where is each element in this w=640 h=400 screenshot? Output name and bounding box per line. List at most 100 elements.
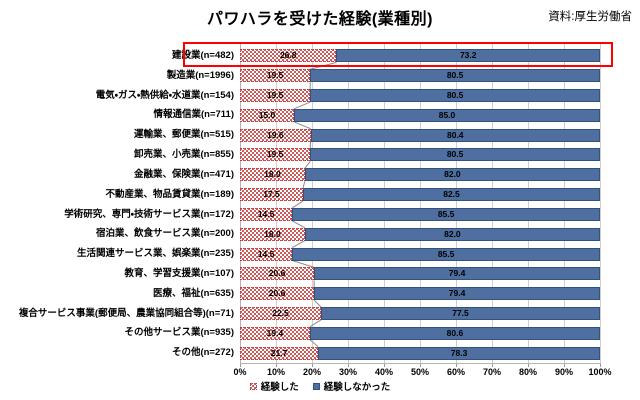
gridline	[456, 44, 457, 363]
bar-segment-not-experienced	[321, 306, 600, 320]
axis-tick	[348, 363, 349, 367]
value-label-experienced: 19.4	[266, 327, 284, 338]
value-label-experienced: 21.7	[270, 347, 288, 358]
bar-segment-experienced	[240, 287, 315, 301]
bar-segment-not-experienced	[310, 89, 600, 103]
bar-segment-experienced	[240, 207, 293, 221]
category-label: 学術研究、専門・技術サービス業(n=172)	[64, 208, 234, 220]
category-label: 卸売業、小売業(n=855)	[133, 149, 234, 161]
axis-tick	[564, 363, 565, 367]
bar-segment-experienced	[240, 326, 310, 340]
value-label-not-experienced: 80.5	[446, 90, 464, 101]
gridline	[348, 44, 349, 363]
gridline	[564, 44, 565, 363]
bar-segment-experienced	[240, 306, 321, 320]
axis-tick	[600, 363, 601, 367]
value-label-not-experienced: 80.6	[446, 327, 464, 338]
axis-tick	[456, 363, 457, 367]
bar-segment-not-experienced	[310, 128, 600, 142]
category-label: 金融業、保険業(n=471)	[133, 168, 234, 180]
axis-tick	[384, 363, 385, 367]
value-label-experienced: 20.6	[268, 288, 286, 299]
value-label-experienced: 20.6	[268, 268, 286, 279]
value-label-experienced: 18.0	[264, 169, 281, 180]
gridline	[528, 44, 529, 363]
category-label: 運輸業、郵便業(n=515)	[133, 129, 234, 141]
category-label: 複合サービス事業(郵便局、農業協同組合等)(n=71)	[18, 307, 234, 319]
value-label-not-experienced: 80.5	[446, 149, 464, 160]
bar-segment-not-experienced	[310, 69, 600, 83]
bar-segment-experienced	[240, 89, 311, 103]
gridline	[312, 44, 313, 363]
blue-swatch-icon	[312, 382, 320, 390]
value-label-experienced: 22.5	[272, 307, 289, 318]
value-label-experienced: 17.5	[263, 189, 280, 200]
legend-item-not-experienced: 経験しなかった	[312, 379, 390, 393]
bar-segment-not-experienced	[304, 168, 600, 182]
category-label: その他(n=272)	[171, 347, 234, 359]
value-label-not-experienced: 82.5	[443, 189, 460, 200]
bar-segment-experienced	[240, 128, 311, 142]
value-label-experienced: 19.5	[266, 70, 284, 81]
x-axis-tick-label: 90%	[554, 367, 573, 377]
value-label-not-experienced: 85.5	[437, 208, 455, 219]
bar-segment-not-experienced	[303, 188, 600, 202]
value-label-experienced: 14.5	[257, 208, 275, 219]
bar-segment-not-experienced	[304, 227, 600, 241]
bar-segment-experienced	[240, 148, 311, 162]
axis-tick	[492, 363, 493, 367]
value-label-experienced: 18.0	[264, 228, 281, 239]
highlight-box	[183, 42, 613, 68]
category-label: 電気・ガス・熱供給・水道業(n=154)	[95, 89, 234, 101]
category-label: 宿泊業、飲食サービス業(n=200)	[95, 228, 234, 240]
gridline	[492, 44, 493, 363]
x-axis-tick-label: 30%	[338, 367, 357, 377]
value-label-not-experienced: 77.5	[452, 307, 469, 318]
bar-segment-experienced	[240, 267, 315, 281]
category-label: 生活関連サービス業、娯楽業(n=235)	[76, 248, 234, 260]
bar-segment-not-experienced	[318, 346, 600, 360]
axis-tick	[420, 363, 421, 367]
category-label: 医療、福祉(n=635)	[152, 287, 234, 299]
value-label-not-experienced: 85.5	[437, 248, 455, 259]
value-label-not-experienced: 78.3	[450, 347, 468, 358]
category-label: 建設業(n=482)	[171, 50, 234, 61]
legend-item-experienced: 経験した	[249, 379, 299, 393]
value-label-not-experienced: 82.0	[444, 169, 461, 180]
gridline	[600, 44, 601, 363]
bar-segment-not-experienced	[294, 108, 600, 122]
gridline	[384, 44, 385, 363]
axis-tick	[528, 363, 529, 367]
legend-label-experienced: 経験した	[260, 382, 299, 393]
bar-segment-not-experienced	[292, 207, 600, 221]
value-label-not-experienced: 79.4	[448, 268, 466, 279]
bar-segment-not-experienced	[310, 148, 600, 162]
bar-segment-not-experienced	[292, 247, 600, 261]
category-label: 製造業(n=1996)	[166, 69, 234, 81]
value-label-not-experienced: 79.4	[448, 288, 466, 299]
bar-segment-not-experienced	[309, 326, 600, 340]
bar-segment-experienced	[240, 168, 305, 182]
value-label-experienced: 19.5	[266, 149, 284, 160]
category-label: その他サービス業(n=935)	[124, 327, 234, 339]
bar-segment-experienced	[240, 49, 337, 63]
value-label-not-experienced: 85.0	[438, 109, 456, 120]
x-axis-tick-label: 10%	[266, 367, 285, 377]
x-axis-tick-label: 50%	[410, 367, 429, 377]
bar-segment-experienced	[240, 247, 293, 261]
axis-tick	[276, 363, 277, 367]
value-label-not-experienced: 80.5	[446, 70, 464, 81]
x-axis-tick-label: 70%	[482, 367, 501, 377]
value-label-experienced: 19.6	[267, 129, 284, 140]
x-axis-tick-label: 20%	[302, 367, 321, 377]
bar-segment-experienced	[240, 346, 319, 360]
value-label-experienced: 15.0	[258, 109, 276, 120]
axis-tick	[312, 363, 313, 367]
gridline	[420, 44, 421, 363]
bar-segment-not-experienced	[336, 49, 600, 63]
x-axis-tick-label: 60%	[446, 367, 465, 377]
x-axis-line	[240, 363, 601, 364]
category-label: 不動産業、物品賃貸業(n=189)	[105, 188, 234, 200]
axis-tick	[240, 363, 241, 367]
x-axis-tick-label: 100%	[588, 367, 612, 377]
